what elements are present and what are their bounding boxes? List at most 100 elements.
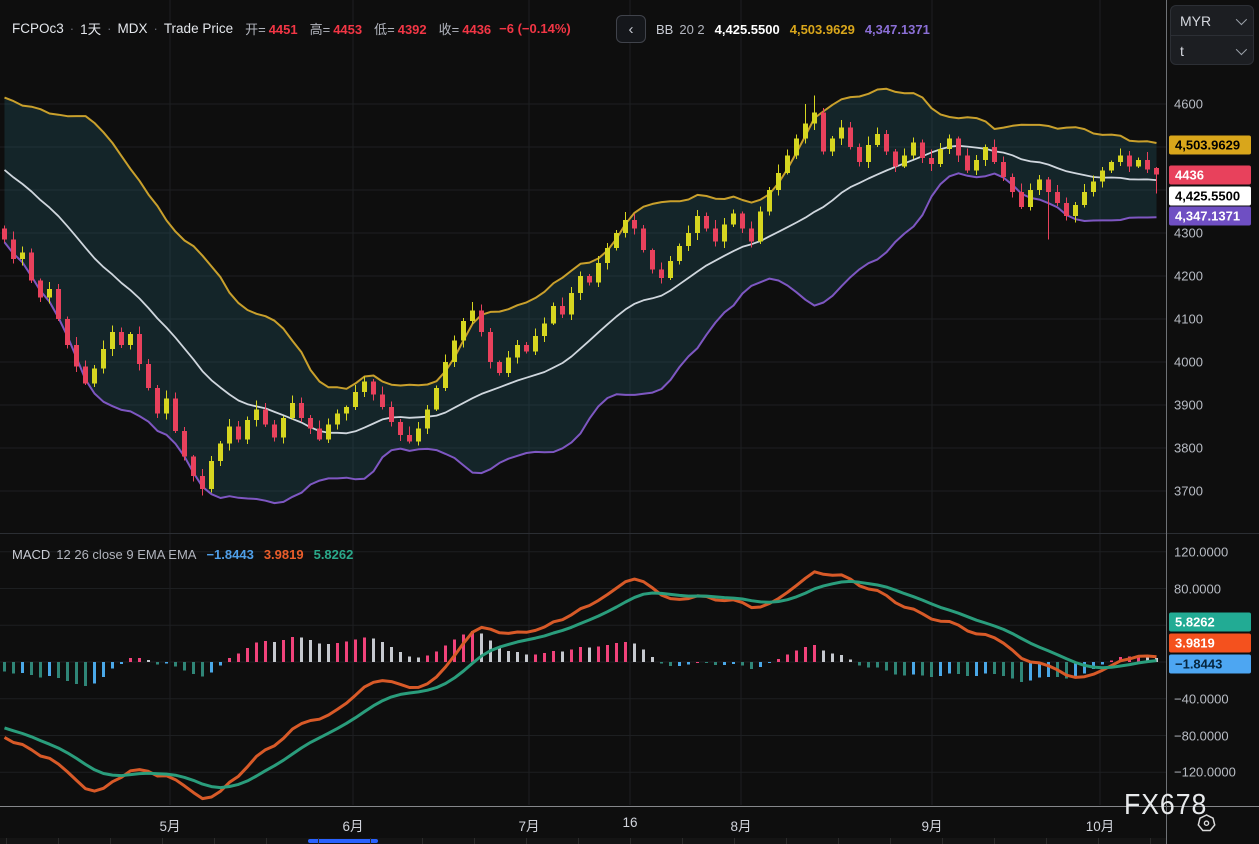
collapse-legend-button[interactable]: ‹ [616,15,646,43]
bb-band-value: 4,347.1371 [864,21,930,37]
macd-values: −1.8443 3.9819 5.8262 [196,547,353,562]
macd-value: −1.8443 [206,547,254,562]
time-axis-label: 5月 [159,819,181,834]
fx678-watermark: FX678 [1124,789,1208,821]
exchange-label: MDX [117,20,148,36]
scale-price-badge: 4436 [1169,165,1251,185]
time-axis-label: 10月 [1085,819,1115,834]
currency-value: MYR [1180,12,1212,29]
scale-unit-selector: MYR t [1170,5,1254,65]
chevron-down-icon [1235,13,1248,25]
pane-divider[interactable] [0,533,1259,534]
timeline-highlight-segment [308,839,378,843]
week-divider [318,838,319,844]
price-tick: 4200 [1174,268,1203,284]
legend-separator: · [69,20,75,36]
scale-price-badge: 4,347.1371 [1169,206,1251,226]
macd-params: 12 26 close 9 EMA EMA [56,547,197,562]
week-divider [942,838,943,844]
price-scale[interactable]: MYR t 4600 4300 4200 4100 4000 3900 3800 3700 12… [1167,0,1259,806]
week-divider [110,838,111,844]
week-divider [214,838,215,844]
scale-price-badge: 4,425.5500 [1169,186,1251,206]
macd-name: MACD [12,547,51,562]
time-axis-label: 8月 [730,819,752,834]
time-axis-label: 6月 [342,819,364,834]
timeline-scrollbar [0,838,1166,844]
symbol-legend: FCPOc3 · 1天 · MDX · Trade Price 开= 4451 高=… [12,18,571,38]
series-type-label: Trade Price [163,20,234,36]
ohlc-value: 4453 [333,21,363,37]
ohlc-values: 开= 4451 高= 4453 低= 4392 收= 4436 [233,19,491,38]
week-divider [734,838,735,844]
macd-value: 3.9819 [263,547,304,562]
ohlc-label: 开= [245,21,266,37]
legend-separator: · [153,20,158,36]
currency-dropdown[interactable]: MYR [1171,6,1253,35]
scale-price-badge: 5.8262 [1169,612,1251,632]
week-divider [58,838,59,844]
price-tick: 4600 [1174,96,1203,112]
unit-dropdown[interactable]: t [1171,35,1253,65]
macd-value: 5.8262 [313,547,354,562]
symbol-name[interactable]: FCPOc3 [12,20,64,36]
macd-indicator-legend: MACD 12 26 close 9 EMA EMA −1.8443 3.9819… [12,547,353,562]
time-axis-label: 7月 [518,819,540,834]
bb-name: BB [656,21,674,37]
price-scale-divider [1166,0,1167,844]
week-divider [526,838,527,844]
time-axis[interactable]: 5月 6月 7月 16 8月 9月 10月 [0,807,1166,844]
macd-tick: 80.0000 [1174,581,1221,596]
week-divider [682,838,683,844]
bb-params: 20 2 [679,21,705,37]
week-divider [786,838,787,844]
chevron-down-icon [1235,43,1248,55]
week-divider [422,838,423,844]
change-value: −6 (−0.14%) [499,20,571,36]
price-tick: 3900 [1174,397,1203,413]
gear-icon[interactable] [1196,813,1217,834]
scale-price-badge: 3.9819 [1169,633,1251,653]
price-tick: 3700 [1174,483,1203,499]
week-divider [1150,838,1151,844]
bb-values: 4,425.5500 4,503.9629 4,347.1371 [705,22,930,37]
week-divider [370,838,371,844]
ohlc-value: 4392 [397,21,427,37]
legend-separator: · [107,20,112,36]
week-divider [1098,838,1099,844]
week-divider [6,838,7,844]
price-tick: 3800 [1174,440,1203,456]
macd-tick: −80.0000 [1174,728,1229,743]
ohlc-label: 高= [309,21,331,37]
week-divider [578,838,579,844]
interval-label[interactable]: 1天 [80,22,102,37]
macd-tick: −120.0000 [1174,764,1236,780]
week-divider [474,838,475,844]
ohlc-value: 4451 [268,21,298,37]
week-divider [994,838,995,844]
ohlc-label: 收= [438,21,460,37]
week-divider [890,838,891,844]
price-tick: 4300 [1174,225,1203,241]
price-tick: 4000 [1174,354,1203,370]
scale-price-badge: 4,503.9629 [1169,135,1251,155]
bb-band-value: 4,503.9629 [789,21,855,37]
week-divider [162,838,163,844]
price-tick: 4100 [1174,311,1203,327]
week-divider [1046,838,1047,844]
week-divider [838,838,839,844]
chart-plot-area[interactable] [0,0,1166,806]
week-divider [630,838,631,844]
ohlc-label: 低= [374,21,395,37]
unit-value: t [1180,42,1184,59]
axis-divider [0,806,1259,807]
macd-tick: −40.0000 [1174,691,1229,707]
bb-band-value: 4,425.5500 [714,21,780,37]
week-divider [266,838,267,844]
macd-tick: 120.0000 [1174,544,1229,560]
time-axis-label: 9月 [921,819,943,834]
ohlc-value: 4436 [462,21,492,37]
time-axis-label: 16 [622,815,638,830]
scale-price-badge: −1.8443 [1169,654,1251,674]
